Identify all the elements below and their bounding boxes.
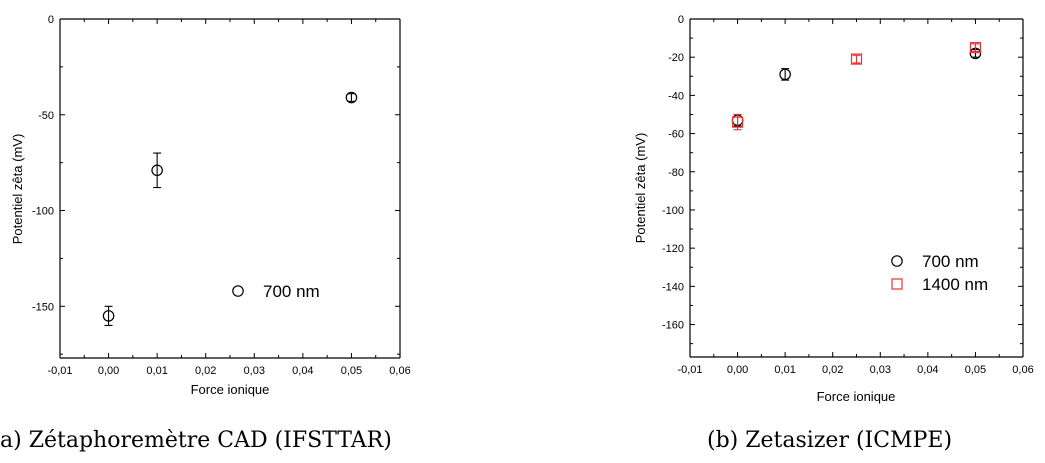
data-point: [151, 152, 163, 189]
y-tick-label: -100: [32, 206, 54, 218]
circle-marker: [345, 91, 358, 104]
x-tick-label: 0,02: [195, 365, 216, 377]
chart-b: -0,01 0,00 0,01 0,02 0,03 0,04 0,05 0,06 0 -20 -4…: [633, 14, 1034, 453]
x-tick-label: 0,00: [727, 364, 748, 376]
chart-b-legend-marker-1400nm: [891, 278, 903, 290]
chart-b-legend-marker-700nm: [891, 255, 903, 267]
y-tick-label: -50: [38, 110, 54, 122]
chart-b-x-axis-title: Force ionique: [817, 389, 896, 404]
x-tick-label: 0,00: [98, 365, 119, 377]
x-tick-label: 0,06: [1012, 364, 1033, 376]
square-marker: [731, 116, 744, 128]
y-tick-label: 0: [678, 14, 684, 26]
chart-a-caption: a) Zétaphoremètre CAD (IFSTTAR): [0, 428, 392, 453]
x-tick-label: 0,04: [917, 364, 938, 376]
y-tick-label: -40: [668, 90, 684, 102]
x-tick-label: 0,06: [389, 365, 410, 377]
y-tick-label: -100: [662, 205, 684, 217]
y-tick-label: -160: [662, 320, 684, 332]
y-tick-label: -80: [668, 167, 684, 179]
x-tick-label: -0,01: [47, 365, 72, 377]
x-tick-label: 0,03: [244, 365, 265, 377]
chart-a-x-ticks: -0,01 0,00 0,01 0,02 0,03 0,04 0,05 0,06: [47, 19, 411, 377]
y-tick-label: -120: [662, 243, 684, 255]
chart-a-x-axis-title: Force ionique: [191, 382, 270, 397]
chart-b-legend-label-700nm: 700 nm: [922, 252, 979, 271]
chart-b-caption: (b) Zetasizer (ICMPE): [707, 428, 952, 453]
chart-b-y-ticks: 0 -20 -40 -60 -80 -100 -120 -140 -160: [662, 14, 1023, 345]
data-point: [850, 53, 863, 65]
data-point: [969, 42, 982, 54]
chart-a-y-ticks: 0 -50 -100 -150: [32, 14, 400, 355]
chart-a-y-axis-title: Potentiel zêta (mV): [10, 134, 25, 245]
x-tick-label: -0,01: [677, 364, 702, 376]
x-tick-label: 0,04: [292, 365, 313, 377]
x-tick-label: 0,01: [146, 365, 167, 377]
x-tick-label: 0,02: [822, 364, 843, 376]
y-tick-label: 0: [48, 14, 54, 26]
circle-marker: [102, 310, 115, 322]
square-marker: [969, 42, 982, 54]
data-point: [779, 68, 791, 81]
data-point: [345, 91, 358, 104]
y-tick-label: -150: [32, 301, 54, 313]
chart-b-legend: 700 nm 1400 nm: [891, 252, 988, 294]
data-point: [731, 113, 744, 131]
chart-a-points: [102, 91, 358, 326]
y-tick-label: -140: [662, 281, 684, 293]
data-point: [102, 305, 115, 326]
x-tick-label: 0,05: [965, 364, 986, 376]
x-tick-label: 0,01: [774, 364, 795, 376]
chart-b-x-ticks: -0,01 0,00 0,01 0,02 0,03 0,04 0,05 0,06: [677, 19, 1034, 376]
circle-marker: [151, 164, 163, 177]
circle-marker: [779, 68, 791, 81]
y-tick-label: -60: [668, 129, 684, 141]
x-tick-label: 0,05: [341, 365, 362, 377]
chart-b-points: [731, 42, 982, 131]
chart-a-legend-label-700nm: 700 nm: [263, 282, 320, 301]
chart-b-y-axis-title: Potentiel zêta (mV): [633, 133, 648, 244]
square-marker: [850, 53, 863, 65]
y-tick-label: -20: [668, 52, 684, 64]
x-tick-label: 0,03: [870, 364, 891, 376]
chart-a-legend: 700 nm: [232, 282, 320, 301]
chart-b-legend-label-1400nm: 1400 nm: [922, 275, 988, 294]
chart-a-legend-marker-700nm: [232, 285, 244, 297]
chart-a: -0,01 0,00 0,01 0,02 0,03 0,04 0,05 0,06 0 -50 -1…: [0, 14, 411, 453]
